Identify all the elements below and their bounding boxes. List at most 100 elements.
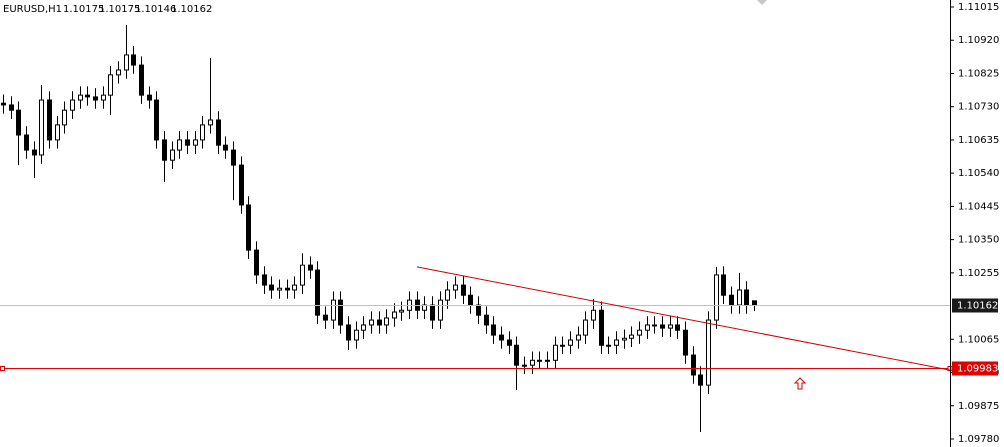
- line-label: 1.09983: [957, 364, 998, 375]
- candle-body: [331, 299, 336, 321]
- candle-body: [70, 99, 75, 111]
- candle-body: [599, 309, 604, 346]
- candle-body: [369, 319, 374, 326]
- candle-body: [714, 274, 719, 321]
- candle-body: [139, 64, 144, 96]
- candle-body: [338, 299, 343, 326]
- candle-body: [484, 314, 489, 326]
- y-tick-label: 1.11015: [958, 2, 999, 13]
- candle-body: [292, 284, 297, 291]
- candle-body: [537, 359, 542, 362]
- y-tick-label: 1.09780: [958, 434, 999, 445]
- candle-body: [752, 300, 757, 306]
- candle-body: [231, 149, 236, 166]
- overlay-layer: [0, 266, 953, 371]
- y-tick-label: 1.10825: [958, 68, 999, 79]
- candle-body: [522, 364, 527, 367]
- candle-body: [39, 99, 44, 156]
- candle-body: [675, 324, 680, 331]
- candle-body: [583, 319, 588, 336]
- y-tick-label: 1.10635: [958, 135, 999, 146]
- candle-body: [354, 329, 359, 341]
- candle-body: [507, 339, 512, 346]
- candle-body: [384, 317, 389, 326]
- axis-layer: 1.11015 1.10920 1.10825 1.10730 1.10635 1.105…: [950, 2, 999, 445]
- candle-body: [193, 139, 198, 146]
- candle-body: [560, 344, 565, 347]
- candle-body: [737, 289, 742, 306]
- candle-body: [131, 54, 136, 66]
- candle-body: [468, 294, 473, 306]
- candle-body: [262, 274, 267, 286]
- y-tick-label: 1.10540: [958, 168, 999, 179]
- scroll-marker: [757, 0, 767, 5]
- y-tick-label: 1.10350: [958, 235, 999, 246]
- candle-body: [591, 309, 596, 321]
- candle-body: [698, 374, 703, 386]
- candle-body: [576, 334, 581, 341]
- candle-body: [476, 304, 481, 316]
- candle-body: [553, 344, 558, 361]
- candle-body: [606, 344, 611, 347]
- y-tick-label: 1.09875: [958, 401, 999, 412]
- up-arrow: [793, 377, 807, 390]
- candle-body: [185, 139, 190, 146]
- candle-body: [32, 149, 37, 156]
- y-tick-label: 1.10920: [958, 35, 999, 46]
- candle-body: [62, 109, 67, 126]
- candle-body: [744, 289, 749, 306]
- candle-body: [430, 304, 435, 321]
- candle-body: [108, 74, 113, 96]
- candle-body: [147, 94, 152, 101]
- candle-body: [177, 139, 182, 151]
- candle-body: [721, 274, 726, 296]
- candle-body: [223, 144, 228, 151]
- candle-body: [499, 334, 504, 341]
- bid-label-box: [952, 298, 998, 313]
- candle-body: [16, 109, 21, 136]
- candle-body: [239, 164, 244, 206]
- candle-body: [392, 311, 397, 319]
- header-close: 1.10162: [171, 4, 212, 15]
- candle-body: [399, 309, 404, 313]
- candle-body: [208, 119, 213, 126]
- line-label-box: [952, 361, 998, 376]
- y-tick-label: 1.10445: [958, 201, 999, 212]
- candle-body: [530, 359, 535, 366]
- candle-body: [438, 299, 443, 321]
- header-open: 1.10175: [63, 4, 104, 15]
- candle-body: [78, 94, 83, 101]
- candle-body: [453, 284, 458, 291]
- candle-body: [170, 149, 175, 161]
- candle-body: [116, 69, 121, 76]
- candles-layer: [1, 24, 757, 433]
- candle-body: [729, 294, 734, 306]
- candle-body: [285, 287, 290, 291]
- candle-body: [683, 329, 688, 356]
- candle-body: [614, 339, 619, 346]
- candle-body: [706, 319, 711, 386]
- candle-body: [691, 354, 696, 376]
- candle-body: [361, 324, 366, 331]
- y-tick-label: 1.10065: [958, 334, 999, 345]
- candle-body: [154, 99, 159, 141]
- candle-body: [629, 334, 634, 339]
- candle-body: [346, 324, 351, 341]
- candle-body: [568, 339, 573, 346]
- candle-body: [101, 94, 106, 101]
- header: EURUSD,H1 1.10175 1.10175 1.10146 1.1016…: [3, 4, 212, 15]
- candle-body: [645, 324, 650, 331]
- candle-body: [660, 324, 665, 329]
- candle-body: [545, 359, 550, 362]
- candle-body: [323, 314, 328, 321]
- candle-body: [491, 324, 496, 336]
- candle-body: [55, 124, 60, 141]
- candle-body: [162, 139, 167, 161]
- candle-body: [652, 324, 657, 327]
- candle-body: [93, 96, 98, 101]
- candle-body: [47, 99, 52, 141]
- candle-body: [85, 94, 90, 98]
